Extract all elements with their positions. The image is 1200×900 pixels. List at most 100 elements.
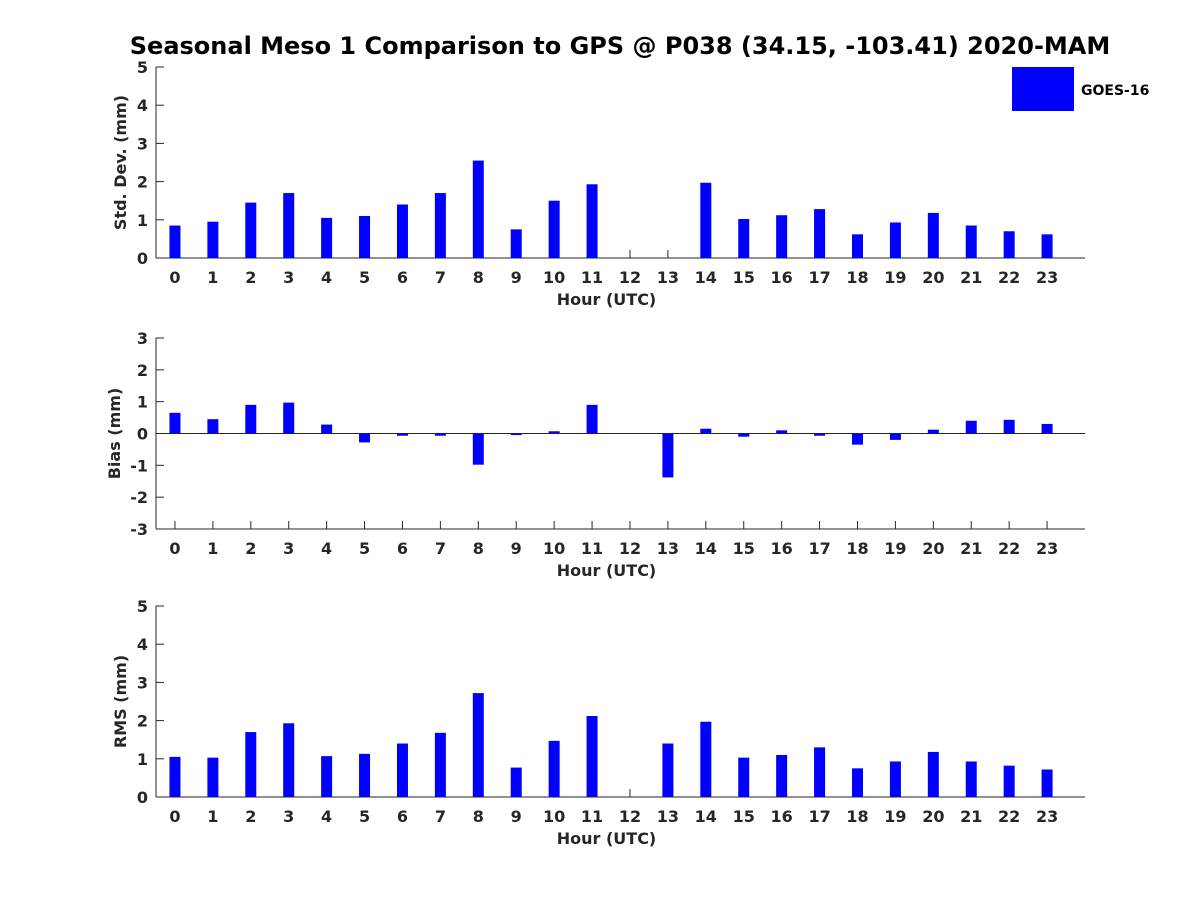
std-dev-x-tick-label: 23 [1036, 268, 1058, 287]
std-dev-bar [321, 217, 333, 258]
std-dev-x-tick-label: 18 [846, 268, 868, 287]
rms-y-tick-label: 1 [137, 750, 148, 769]
rms-bar [283, 723, 295, 797]
std-dev-bar [283, 193, 295, 258]
rms-bar [1003, 765, 1015, 797]
std-dev-x-tick-label: 19 [884, 268, 906, 287]
bias-x-tick-label: 6 [397, 539, 408, 558]
rms-bar [738, 757, 750, 797]
rms-bar [1041, 769, 1053, 797]
std-dev-bar [434, 193, 446, 258]
std-dev-bar [700, 182, 712, 258]
rms-bar [927, 751, 939, 797]
bias-bar [1003, 419, 1015, 434]
bias-bar [927, 429, 939, 434]
std-dev-x-tick-label: 1 [207, 268, 218, 287]
bias-x-tick-label: 2 [245, 539, 256, 558]
std-dev-bar [776, 215, 788, 258]
rms-x-tick-label: 13 [657, 807, 679, 826]
bias-bar [1041, 423, 1053, 434]
rms-x-tick-label: 5 [359, 807, 370, 826]
rms-bar [245, 732, 257, 797]
std-dev-y-tick-label: 3 [137, 134, 148, 153]
std-dev-bar [1003, 231, 1015, 258]
rms-bar [814, 747, 826, 797]
bias-bar [245, 404, 257, 434]
bias-x-tick-label: 23 [1036, 539, 1058, 558]
bias-y-tick-label: -3 [130, 520, 148, 539]
std-dev-x-tick-label: 15 [733, 268, 755, 287]
rms-bar [851, 768, 863, 797]
std-dev-bar [851, 234, 863, 258]
std-dev-bar [472, 160, 484, 258]
std-dev-bar [207, 221, 219, 258]
bias-x-tick-label: 4 [321, 539, 332, 558]
std-dev-bar [814, 209, 826, 258]
rms-x-tick-label: 10 [543, 807, 565, 826]
std-dev-y-tick-label: 5 [137, 58, 148, 77]
rms-x-tick-label: 1 [207, 807, 218, 826]
bias-bar [207, 419, 219, 434]
bias-bar [396, 433, 408, 436]
std-dev-y-tick-label: 1 [137, 211, 148, 230]
rms-x-tick-label: 20 [922, 807, 944, 826]
rms-x-tick-label: 16 [771, 807, 793, 826]
bias-bar [851, 433, 863, 445]
rms-x-axis-label: Hour (UTC) [557, 829, 657, 848]
bias-x-tick-label: 12 [619, 539, 641, 558]
std-dev-x-tick-label: 5 [359, 268, 370, 287]
bias-x-tick-label: 3 [283, 539, 294, 558]
chart-title: Seasonal Meso 1 Comparison to GPS @ P038… [130, 32, 1111, 60]
std-dev-bar [510, 229, 522, 258]
std-dev-y-tick-label: 2 [137, 173, 148, 192]
bias-bar [738, 433, 750, 437]
std-dev-x-tick-label: 4 [321, 268, 332, 287]
rms-bar [472, 693, 484, 797]
std-dev-bar [359, 215, 371, 258]
bias-bar [510, 433, 522, 436]
bias-bar [586, 404, 598, 434]
bias-x-axis-label: Hour (UTC) [557, 561, 657, 580]
bias-x-tick-label: 18 [846, 539, 868, 558]
bias-x-tick-label: 1 [207, 539, 218, 558]
rms-x-tick-label: 18 [846, 807, 868, 826]
rms-bar [662, 743, 674, 797]
rms-x-tick-label: 21 [960, 807, 982, 826]
rms-bar [207, 757, 219, 797]
bias-bar [434, 433, 446, 436]
rms-bar [359, 753, 371, 797]
std-dev-bar [965, 225, 977, 258]
legend: GOES-16 [1012, 67, 1149, 111]
std-dev-bar [169, 225, 181, 258]
rms-bar [548, 740, 560, 797]
rms-y-tick-label: 0 [137, 788, 148, 807]
bias-y-axis-label: Bias (mm) [105, 388, 124, 480]
std-dev-bar [927, 212, 939, 258]
rms-bar [700, 721, 712, 797]
std-dev-y-axis-label: Std. Dev. (mm) [111, 95, 130, 230]
std-dev-x-tick-label: 13 [657, 268, 679, 287]
bias-x-tick-label: 21 [960, 539, 982, 558]
std-dev-x-tick-label: 11 [581, 268, 603, 287]
rms-x-tick-label: 6 [397, 807, 408, 826]
bias-bar [472, 433, 484, 465]
std-dev-x-axis-label: Hour (UTC) [557, 290, 657, 309]
rms-x-tick-label: 2 [245, 807, 256, 826]
std-dev-x-tick-label: 6 [397, 268, 408, 287]
bias-bar [662, 433, 674, 478]
bias-x-tick-label: 14 [695, 539, 717, 558]
std-dev-x-tick-label: 3 [283, 268, 294, 287]
rms-x-tick-label: 3 [283, 807, 294, 826]
bias-x-tick-label: 15 [733, 539, 755, 558]
rms-x-tick-label: 17 [808, 807, 830, 826]
bias-x-tick-label: 20 [922, 539, 944, 558]
rms-bar [396, 743, 408, 797]
bias-bar [965, 420, 977, 434]
std-dev-x-tick-label: 20 [922, 268, 944, 287]
bias-y-tick-label: 3 [137, 329, 148, 348]
rms-y-tick-label: 3 [137, 673, 148, 692]
rms-x-tick-label: 7 [435, 807, 446, 826]
rms-bar [965, 761, 977, 797]
